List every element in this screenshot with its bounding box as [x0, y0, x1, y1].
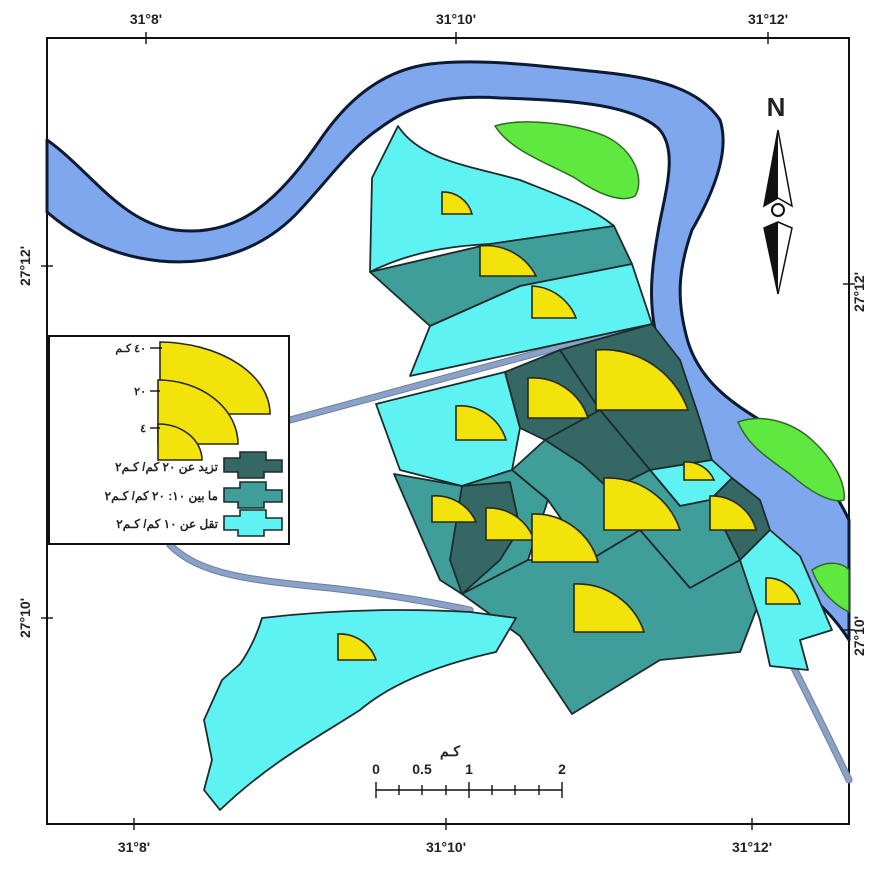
- left-lat-2: 27°10': [17, 598, 33, 638]
- graticule-ticks: [41, 32, 855, 830]
- coordinate-labels: 31°8' 31°10' 31°12' 31°8' 31°10' 31°12' …: [17, 11, 867, 855]
- symbol-3: [531, 285, 578, 319]
- scale-title: كـم: [440, 743, 460, 760]
- legend-class-mid: ما بين ١٠: ٢٠ كم/ كـم٢: [105, 489, 218, 504]
- symbol-9: [709, 495, 758, 531]
- symbol-12: [531, 513, 600, 563]
- scale-label-1: 1: [465, 761, 473, 777]
- bottom-lon-3: 31°12': [732, 839, 772, 855]
- top-lon-3: 31°12': [748, 11, 788, 27]
- legend-swatch-high: [223, 451, 283, 479]
- legend: ٤٠ كـم ٢٠ ٤ تزيد عن ٢٠ كم/ كـم٢ ما بين ١…: [48, 335, 290, 545]
- district-north: [369, 125, 615, 273]
- bottom-lon-1: 31°8': [118, 839, 150, 855]
- island-east: [737, 417, 845, 502]
- legend-size-40: ٤٠ كـم: [115, 343, 146, 355]
- north-arrow-lower-half: [764, 222, 778, 294]
- top-lon-2: 31°10': [436, 11, 476, 27]
- road-southeast: [787, 657, 852, 783]
- right-lat-2: 27°10': [851, 616, 867, 656]
- symbol-10: [431, 495, 478, 523]
- road-east-west: [287, 325, 633, 423]
- symbol-15: [337, 633, 378, 661]
- top-lon-1: 31°8': [130, 11, 162, 27]
- symbol-7: [683, 461, 716, 481]
- island-south: [811, 562, 850, 614]
- symbol-5: [527, 377, 590, 419]
- legend-class-low: تقل عن ١٠ كم/ كـم٢: [116, 517, 218, 532]
- symbol-4: [455, 405, 508, 441]
- scale-bar: كـم 0 0.5 1 2: [372, 743, 566, 798]
- island-north: [493, 121, 640, 200]
- legend-swatch-low: [223, 509, 283, 537]
- symbol-1: [441, 191, 474, 215]
- symbol-6: [595, 348, 690, 411]
- left-lat-1: 27°12': [17, 246, 33, 286]
- density-symbols: [337, 191, 802, 661]
- right-lat-1: 27°12': [851, 272, 867, 312]
- north-arrow-hub: [771, 203, 785, 217]
- symbol-2: [479, 244, 538, 277]
- north-arrow-upper-half: [764, 130, 778, 206]
- legend-size-4: ٤: [140, 423, 146, 435]
- north-arrow: N: [762, 92, 794, 295]
- symbol-13: [573, 583, 646, 633]
- bottom-lon-2: 31°10': [426, 839, 466, 855]
- legend-swatch-mid: [223, 481, 283, 509]
- district-southwest: [203, 609, 517, 811]
- legend-class-high: تزيد عن ٢٠ كم/ كـم٢: [115, 460, 218, 475]
- district-north-mid-2: [409, 263, 653, 377]
- scale-label-2: 2: [558, 761, 566, 777]
- scale-label-0-5: 0.5: [412, 761, 432, 777]
- road-southwest: [167, 542, 473, 613]
- symbol-8: [603, 477, 682, 531]
- legend-symbol-4: [157, 423, 203, 461]
- symbol-14: [765, 577, 802, 605]
- legend-size-20: ٢٠: [134, 386, 146, 398]
- north-label: N: [767, 92, 786, 122]
- scale-label-0: 0: [372, 761, 380, 777]
